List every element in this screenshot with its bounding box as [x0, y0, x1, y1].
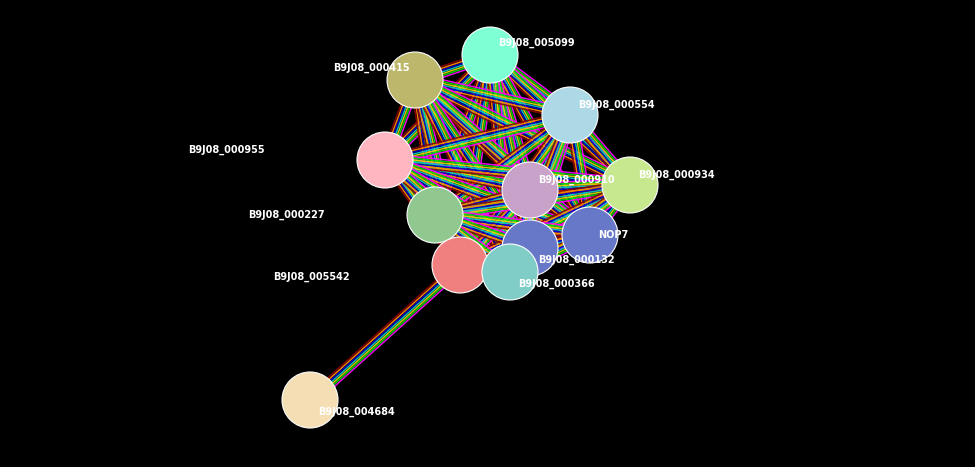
Circle shape — [282, 372, 338, 428]
Circle shape — [502, 220, 558, 276]
Text: B9J08_000955: B9J08_000955 — [188, 145, 265, 155]
Circle shape — [357, 132, 413, 188]
Circle shape — [387, 52, 443, 108]
Text: B9J08_000934: B9J08_000934 — [638, 170, 715, 180]
Text: B9J08_000132: B9J08_000132 — [538, 255, 614, 265]
Circle shape — [407, 187, 463, 243]
Circle shape — [542, 87, 598, 143]
Text: B9J08_000415: B9J08_000415 — [333, 63, 410, 73]
Text: B9J08_005099: B9J08_005099 — [498, 38, 574, 48]
Circle shape — [502, 162, 558, 218]
Text: B9J08_000554: B9J08_000554 — [578, 100, 654, 110]
Circle shape — [602, 157, 658, 213]
Circle shape — [432, 237, 488, 293]
Text: B9J08_000227: B9J08_000227 — [249, 210, 325, 220]
Text: B9J08_000910: B9J08_000910 — [538, 175, 614, 185]
Circle shape — [462, 27, 518, 83]
Circle shape — [482, 244, 538, 300]
Text: NOP7: NOP7 — [598, 230, 628, 240]
Text: B9J08_004684: B9J08_004684 — [318, 407, 395, 417]
Text: B9J08_005542: B9J08_005542 — [273, 272, 350, 282]
Circle shape — [562, 207, 618, 263]
Text: B9J08_000366: B9J08_000366 — [518, 279, 595, 289]
